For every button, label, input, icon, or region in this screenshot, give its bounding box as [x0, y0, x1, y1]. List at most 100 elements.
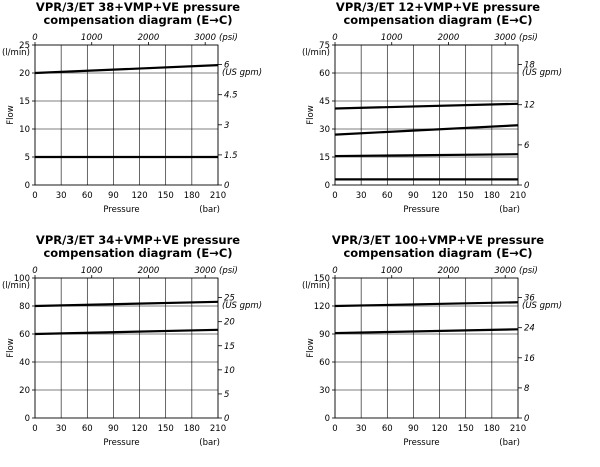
x-axis-label: Pressure: [403, 205, 439, 215]
right-tick-label: 15: [224, 342, 235, 352]
x-tick-label: 150: [458, 191, 474, 201]
chart-title-line2: compensation diagram (E→C): [43, 246, 232, 260]
y-tick-label: 45: [319, 97, 330, 107]
x-tick-label: 180: [184, 424, 200, 434]
y-axis-unit: (l/min): [2, 281, 30, 291]
plot-frame: [334, 277, 519, 419]
y-tick-label: 20: [19, 69, 30, 79]
x-tick-label: 0: [332, 424, 337, 434]
series-line-1: [334, 102, 519, 110]
right-tick-label: 25: [224, 294, 235, 304]
x-tick-label: 90: [108, 191, 119, 201]
top-tick-label: 1000: [381, 266, 403, 276]
chart-title-line1: VPR/3/ET 100+VMP+VE pressure: [332, 233, 544, 247]
y-tick-label: 0: [325, 181, 330, 191]
chart-panel-4: VPR/3/ET 100+VMP+VE pressure compensation…: [300, 233, 600, 466]
series-line-2: [334, 124, 519, 136]
y-axis-label: Flow: [306, 338, 316, 357]
x-tick-label: 120: [131, 424, 147, 434]
x-axis-label: Pressure: [103, 205, 139, 215]
series-line-2: [34, 328, 219, 336]
chart-title-line1: VPR/3/ET 38+VMP+VE pressure: [36, 0, 240, 14]
top-tick-label: 3000: [494, 266, 516, 276]
x-tick-label: 150: [158, 191, 174, 201]
x-tick-label: 30: [56, 191, 67, 201]
series-line-1: [34, 64, 219, 75]
x-axis-label: Pressure: [103, 438, 139, 448]
chart-svg-3: VPR/3/ET 34+VMP+VE pressurecompensation …: [2, 233, 262, 448]
y-tick-label: 60: [319, 69, 330, 79]
y-tick-label: 0: [25, 414, 30, 424]
x-tick-label: 180: [184, 191, 200, 201]
y-tick-label: 40: [19, 358, 30, 368]
series-line-1: [334, 301, 519, 308]
right-tick-label: 18: [524, 61, 535, 71]
top-tick-label: 0: [32, 266, 37, 276]
x-tick-label: 90: [408, 191, 419, 201]
right-axis-unit: (US gpm): [522, 301, 562, 311]
x-tick-label: 30: [56, 424, 67, 434]
top-axis-unit: (psi): [519, 33, 538, 43]
x-tick-label: 150: [158, 424, 174, 434]
x-tick-label: 60: [82, 191, 93, 201]
x-tick-label: 120: [431, 191, 447, 201]
x-tick-label: 90: [108, 424, 119, 434]
y-tick-label: 30: [319, 125, 330, 135]
y-tick-label: 15: [19, 97, 30, 107]
y-tick-label: 90: [319, 330, 330, 340]
plot-frame: [334, 44, 519, 186]
y-tick-label: 120: [314, 302, 330, 312]
top-tick-label: 2000: [438, 266, 460, 276]
right-tick-label: 0: [524, 414, 529, 424]
top-tick-label: 1000: [81, 33, 103, 43]
x-tick-label: 210: [510, 424, 526, 434]
series-line-1: [34, 300, 219, 308]
x-tick-label: 180: [484, 191, 500, 201]
right-tick-label: 3: [224, 121, 229, 131]
chart-panel-2: VPR/3/ET 12+VMP+VE pressure compensation …: [300, 0, 600, 233]
right-tick-label: 36: [524, 294, 535, 304]
chart-panel-3: VPR/3/ET 34+VMP+VE pressure compensation …: [0, 233, 300, 466]
x-tick-label: 120: [131, 191, 147, 201]
y-tick-label: 75: [319, 41, 330, 51]
y-tick-label: 25: [19, 41, 30, 51]
chart-svg-2: VPR/3/ET 12+VMP+VE pressurecompensation …: [302, 0, 562, 215]
right-tick-label: 24: [524, 324, 535, 334]
y-tick-label: 150: [314, 274, 330, 284]
chart-svg-4: VPR/3/ET 100+VMP+VE pressurecompensation…: [302, 233, 562, 448]
y-axis-unit: (l/min): [302, 48, 330, 58]
right-tick-label: 0: [224, 414, 229, 424]
top-tick-label: 2000: [438, 33, 460, 43]
y-tick-label: 20: [19, 386, 30, 396]
x-tick-label: 150: [458, 424, 474, 434]
right-tick-label: 4.5: [224, 91, 238, 101]
y-axis-label: Flow: [6, 338, 16, 357]
y-axis-unit: (l/min): [302, 281, 330, 291]
y-tick-label: 5: [25, 153, 30, 163]
x-axis-unit: (bar): [499, 438, 520, 448]
right-tick-label: 0: [224, 181, 229, 191]
y-tick-label: 100: [14, 274, 30, 284]
right-tick-label: 12: [524, 101, 535, 111]
top-tick-label: 3000: [194, 266, 216, 276]
x-tick-label: 30: [356, 424, 367, 434]
top-tick-label: 3000: [494, 33, 516, 43]
top-tick-label: 1000: [81, 266, 103, 276]
x-tick-label: 210: [510, 191, 526, 201]
right-tick-label: 5: [224, 390, 229, 400]
right-tick-label: 1.5: [224, 151, 238, 161]
y-tick-label: 0: [25, 181, 30, 191]
right-axis-unit: (US gpm): [522, 68, 562, 78]
x-tick-label: 0: [32, 191, 37, 201]
right-tick-label: 6: [224, 61, 230, 71]
top-axis-unit: (psi): [519, 266, 538, 276]
right-tick-label: 20: [224, 318, 235, 328]
chart-title-line2: compensation diagram (E→C): [343, 13, 532, 27]
y-tick-label: 15: [319, 153, 330, 163]
top-axis-unit: (psi): [219, 266, 238, 276]
x-tick-label: 60: [82, 424, 93, 434]
top-tick-label: 1000: [381, 33, 403, 43]
x-tick-label: 210: [210, 424, 226, 434]
right-tick-label: 8: [524, 384, 530, 394]
x-axis-unit: (bar): [499, 205, 520, 215]
